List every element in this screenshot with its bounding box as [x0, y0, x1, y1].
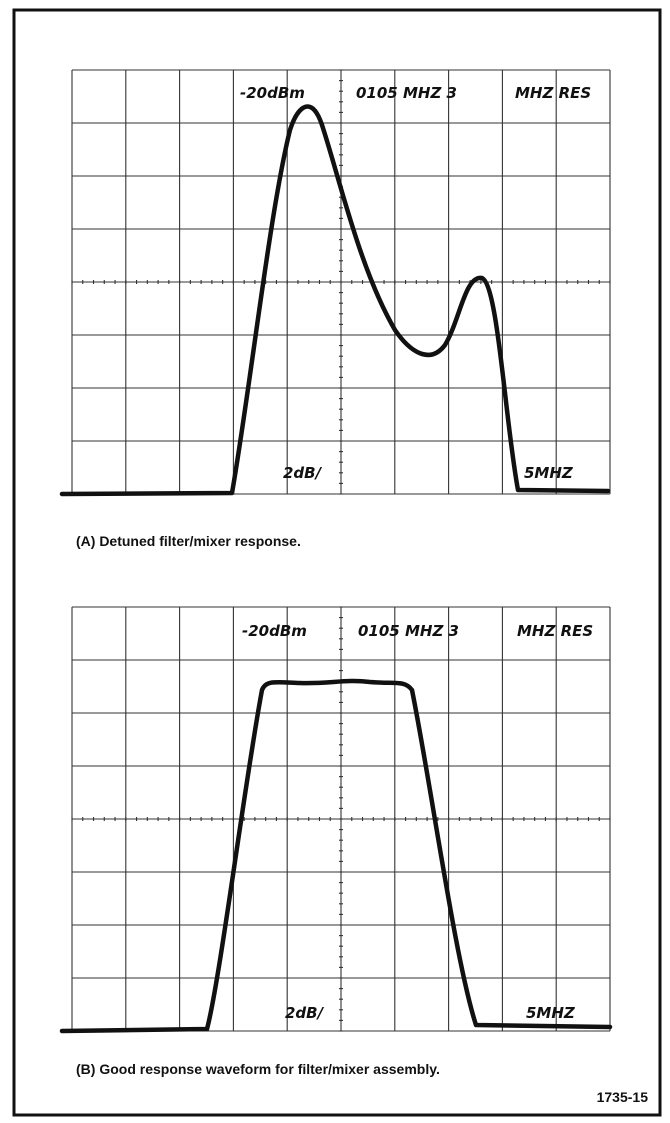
- vertical-scale-label: 2dB/: [285, 1004, 325, 1022]
- figure: -20dBm 0105 MHZ 3 MHZ RES 2dB/ 5MHZ (A) …: [0, 0, 670, 1123]
- horizontal-scale-label: 5MHZ: [526, 1004, 576, 1022]
- response-trace-a: [62, 106, 608, 494]
- horizontal-scale-label: 5MHZ: [524, 464, 574, 482]
- graticule-b: [72, 607, 610, 1031]
- resolution-label: MHZ RES: [517, 622, 593, 640]
- frequency-label: 0105 MHZ 3: [356, 84, 457, 102]
- vertical-scale-label: 2dB/: [283, 464, 323, 482]
- resolution-label: MHZ RES: [515, 84, 591, 102]
- caption: (A) Detuned filter/mixer response.: [76, 533, 301, 549]
- frequency-label: 0105 MHZ 3: [358, 622, 459, 640]
- level-label: -20dBm: [242, 622, 307, 640]
- figure-number: 1735-15: [597, 1089, 649, 1105]
- caption: (B) Good response waveform for filter/mi…: [76, 1061, 440, 1077]
- level-label: -20dBm: [240, 84, 305, 102]
- graticule-a: [72, 70, 610, 494]
